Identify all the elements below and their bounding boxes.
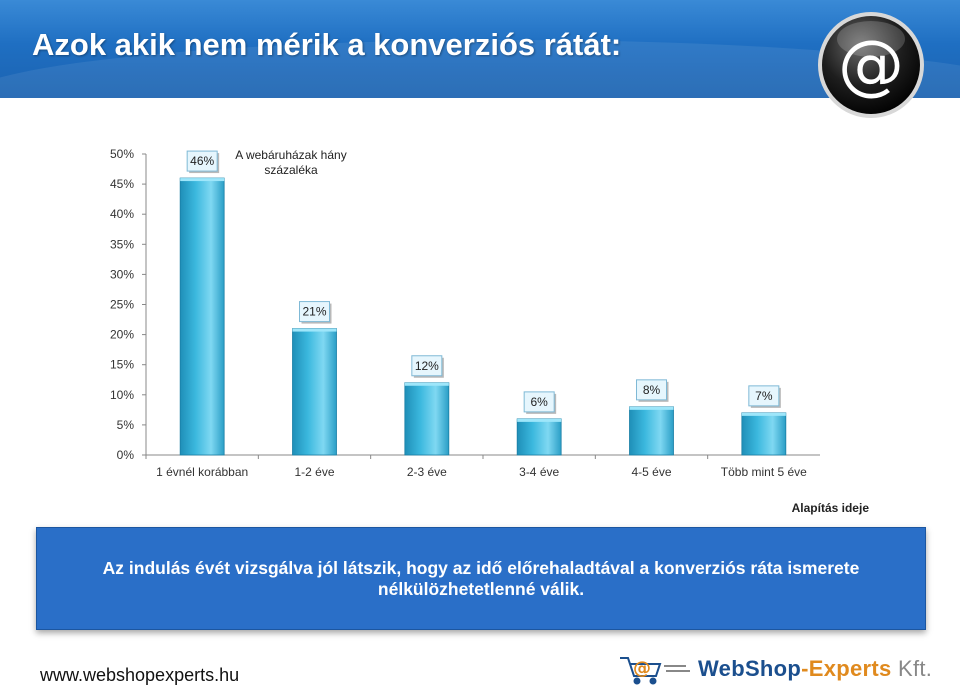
- y-tick-label: 25%: [110, 298, 134, 312]
- y-tick-label: 40%: [110, 207, 134, 221]
- data-label: 7%: [755, 389, 773, 403]
- data-label-box: [411, 355, 443, 377]
- bar-cap: [180, 178, 225, 182]
- x-tick-label: 2-3 éve: [407, 465, 447, 479]
- y-tick-label: 35%: [110, 237, 134, 251]
- page-title: Azok akik nem mérik a konverziós rátát:: [32, 27, 622, 62]
- at-sign-icon: @: [818, 12, 924, 118]
- x-tick-label: 1 évnél korábban: [156, 465, 248, 479]
- data-label-box: [748, 385, 780, 407]
- y-tick-label: 45%: [110, 177, 134, 191]
- bar: [516, 418, 562, 456]
- x-tick-label: Több mint 5 éve: [721, 465, 807, 479]
- data-label: 46%: [190, 154, 214, 168]
- info-box: Az indulás évét vizsgálva jól látszik, h…: [36, 527, 926, 630]
- y-tick-label: 10%: [110, 388, 134, 402]
- bar: [629, 406, 674, 456]
- bar-cap: [404, 382, 449, 386]
- footer-url[interactable]: www.webshopexperts.hu: [40, 665, 240, 685]
- bar: [292, 328, 337, 456]
- y-tick-label: 15%: [110, 358, 134, 372]
- bar: [741, 412, 787, 456]
- x-tick-label: 1-2 éve: [294, 465, 334, 479]
- x-axis-title: Alapítás ideje: [791, 501, 869, 515]
- info-text: Az indulás évét vizsgálva jól látszik, h…: [102, 557, 860, 599]
- data-label-box: [186, 150, 218, 172]
- header-banner: Azok akik nem mérik a konverziós rátát:: [0, 0, 960, 98]
- chart-area: 0% 5% 10% 15% 20% 25% 30% 35% 40% 45% 50% 46% 1 évné…: [0, 100, 960, 520]
- brand-part-3: Kft.: [891, 656, 933, 681]
- svg-text:@: @: [838, 26, 904, 103]
- shopping-cart-at-icon: @: [620, 657, 690, 685]
- data-label: 6%: [530, 395, 548, 409]
- brand-part-1: WebShop: [698, 656, 802, 681]
- data-label: 8%: [643, 383, 661, 397]
- bar-chart: 0% 5% 10% 15% 20% 25% 30% 35% 40% 45% 50% 46% 1 évné…: [110, 147, 820, 479]
- bar-cap: [741, 412, 786, 416]
- chart-title: A webáruházak hány százaléka: [235, 148, 347, 177]
- x-tick-label: 3-4 éve: [519, 465, 559, 479]
- bar-cap: [629, 406, 674, 410]
- data-label-box: [523, 391, 555, 413]
- brand-logo-text: WebShop-Experts Kft.: [698, 656, 932, 682]
- bar: [179, 177, 225, 456]
- y-tick-label: 20%: [110, 328, 134, 342]
- bar-cap: [292, 328, 337, 332]
- y-tick-label: 50%: [110, 147, 134, 161]
- data-label: 12%: [415, 359, 439, 373]
- svg-text:@: @: [633, 658, 651, 679]
- bar: [404, 382, 450, 456]
- y-tick-label: 5%: [117, 418, 135, 432]
- data-label: 21%: [302, 305, 326, 319]
- brand-part-2: -Experts: [801, 656, 892, 681]
- bar-cap: [517, 418, 562, 422]
- y-tick-label: 0%: [117, 448, 135, 462]
- x-tick-label: 4-5 éve: [631, 465, 671, 479]
- data-label-box: [636, 379, 667, 401]
- data-label-box: [299, 301, 330, 323]
- y-tick-label: 30%: [110, 267, 134, 281]
